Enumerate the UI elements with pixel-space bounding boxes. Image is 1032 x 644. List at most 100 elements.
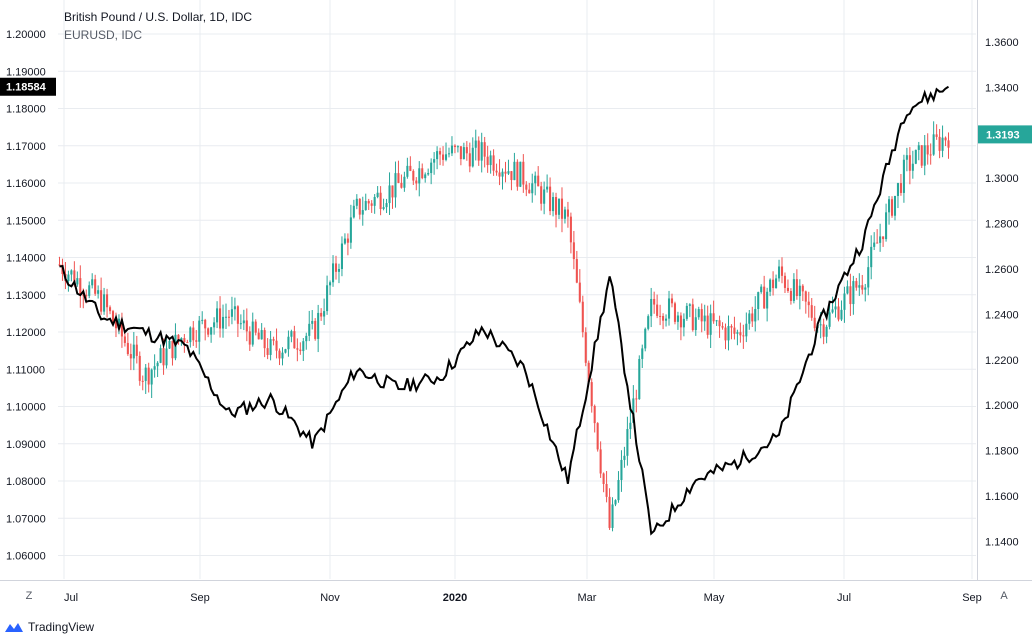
price-badges: 1.18584 1.3193 — [0, 77, 1032, 144]
tradingview-logo[interactable]: TradingView — [4, 620, 94, 634]
candle-body — [436, 151, 439, 160]
candle-body — [352, 205, 355, 218]
candle-body — [221, 316, 225, 329]
candle-body — [67, 274, 70, 282]
candle-body — [534, 175, 537, 184]
candle-body — [379, 192, 382, 209]
candle-body — [766, 291, 769, 309]
left-tick-label: 1.06000 — [6, 551, 46, 563]
candle-body — [638, 358, 641, 400]
candle-body — [608, 496, 611, 528]
candle-body — [923, 145, 926, 166]
candle-body — [409, 165, 412, 171]
candle-body — [329, 282, 332, 286]
candle-body — [587, 362, 590, 383]
auto-scale-button[interactable]: A — [1000, 590, 1008, 602]
candle-body — [442, 154, 445, 160]
candle-body — [572, 242, 575, 260]
candle-body — [635, 398, 638, 400]
candle-body — [156, 362, 159, 367]
candle-body — [415, 180, 418, 184]
candle-body — [275, 340, 278, 351]
candle-body — [189, 327, 192, 343]
candle-body — [679, 315, 682, 328]
candle-body — [724, 327, 727, 341]
legend: British Pound / U.S. Dollar, 1D, IDC EUR… — [64, 8, 252, 44]
candle-body — [563, 209, 566, 219]
candle-body — [364, 201, 367, 211]
candle-body — [233, 306, 236, 310]
candle-body — [103, 294, 106, 312]
candle-body — [653, 298, 656, 305]
candle-body — [807, 301, 810, 306]
candle-body — [777, 266, 781, 279]
candle-body — [840, 309, 843, 320]
candle-body — [129, 354, 132, 359]
candle-body — [444, 154, 448, 160]
candle-body — [920, 145, 923, 166]
candle-body — [926, 145, 929, 155]
candle-body — [236, 306, 239, 324]
candle-body — [162, 348, 165, 366]
candle-body — [79, 278, 82, 295]
candle-body — [569, 216, 572, 243]
candle-body — [769, 279, 772, 292]
candle-body — [210, 327, 213, 335]
legend-overlay-series[interactable]: EURUSD, IDC — [64, 28, 143, 42]
candle-body — [94, 279, 97, 294]
candle-body — [858, 285, 861, 288]
candle-body — [899, 183, 902, 193]
left-tick-label: 1.08000 — [6, 476, 46, 488]
legend-main-series[interactable]: British Pound / U.S. Dollar, 1D, IDC — [64, 10, 253, 24]
candle-body — [727, 326, 730, 341]
candle-body — [626, 429, 629, 456]
candle-body — [605, 484, 608, 497]
candle-body — [519, 161, 522, 187]
candle-body — [186, 342, 189, 344]
candle-body — [510, 171, 513, 181]
candle-body — [462, 147, 465, 160]
candle-body — [468, 153, 471, 167]
candle-body — [810, 305, 813, 318]
x-tick-label: Jul — [64, 592, 78, 604]
right-tick-label: 1.3600 — [985, 37, 1019, 49]
candle-body — [795, 279, 798, 297]
candle-body — [483, 142, 486, 157]
candle-body — [917, 145, 920, 150]
left-last-price-badge — [0, 77, 56, 96]
candle-body — [192, 327, 195, 341]
candle-body — [849, 286, 852, 305]
candle-body — [88, 285, 91, 296]
candle-body — [397, 173, 400, 183]
candle-body — [549, 186, 552, 212]
candle-body — [296, 348, 299, 350]
candle-body — [902, 159, 905, 193]
candle-body — [412, 170, 415, 181]
candle-body — [893, 195, 897, 216]
candle-body — [100, 290, 103, 312]
time-axis-zoom-button[interactable]: Z — [25, 590, 33, 602]
candle-body — [314, 320, 317, 339]
candle-body — [828, 312, 831, 327]
candle-body — [474, 140, 477, 148]
candle-body — [278, 350, 281, 359]
candle-body — [239, 323, 242, 325]
eurusd-line — [59, 85, 950, 536]
candle-body — [123, 336, 126, 343]
candle-body — [938, 136, 941, 151]
candle-body — [207, 328, 210, 335]
candle-body — [546, 186, 549, 190]
candle-body — [183, 338, 186, 343]
candle-body — [733, 327, 736, 334]
brand-label: TradingView — [28, 620, 95, 634]
candle-body — [106, 294, 109, 308]
candle-body — [370, 203, 373, 206]
candle-body — [456, 146, 459, 148]
candle-body — [85, 295, 88, 297]
candle-body — [846, 286, 849, 294]
candle-body — [537, 175, 540, 187]
candle-body — [227, 316, 231, 318]
